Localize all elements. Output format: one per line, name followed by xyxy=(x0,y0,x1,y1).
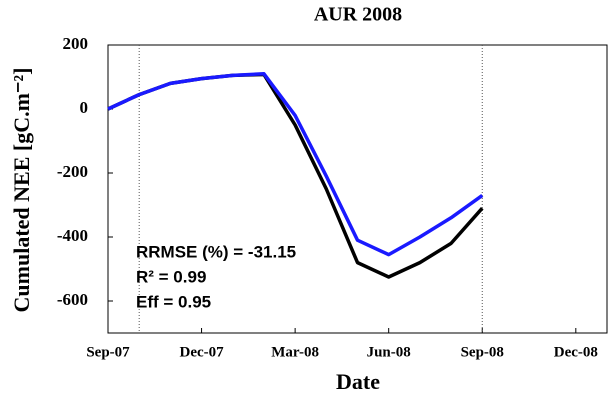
x-tick-label: Dec-08 xyxy=(554,344,598,360)
annotation: R² = 0.99 xyxy=(136,267,206,286)
x-tick-label: Dec-07 xyxy=(179,344,224,360)
annotation: Eff = 0.95 xyxy=(136,292,211,311)
x-tick-label: Jun-08 xyxy=(367,344,411,360)
y-tick-label: -400 xyxy=(57,226,88,245)
plot-area xyxy=(107,44,608,334)
annotation: RRMSE (%) = -31.15 xyxy=(136,242,296,261)
x-tick-label: Sep-07 xyxy=(86,344,130,360)
series-line xyxy=(107,72,484,257)
x-tick-label: Sep-08 xyxy=(461,344,504,360)
y-tick-label: -200 xyxy=(57,162,88,181)
y-tick-label: -600 xyxy=(57,290,88,309)
x-tick-label: Mar-08 xyxy=(271,344,319,360)
y-tick-label: 0 xyxy=(80,98,89,117)
x-axis-label: Date xyxy=(336,369,380,394)
y-axis-label: Cumulated NEE [gC.m⁻²] xyxy=(9,68,34,313)
chart-title: AUR 2008 xyxy=(314,4,402,26)
y-tick-label: 200 xyxy=(63,34,89,53)
